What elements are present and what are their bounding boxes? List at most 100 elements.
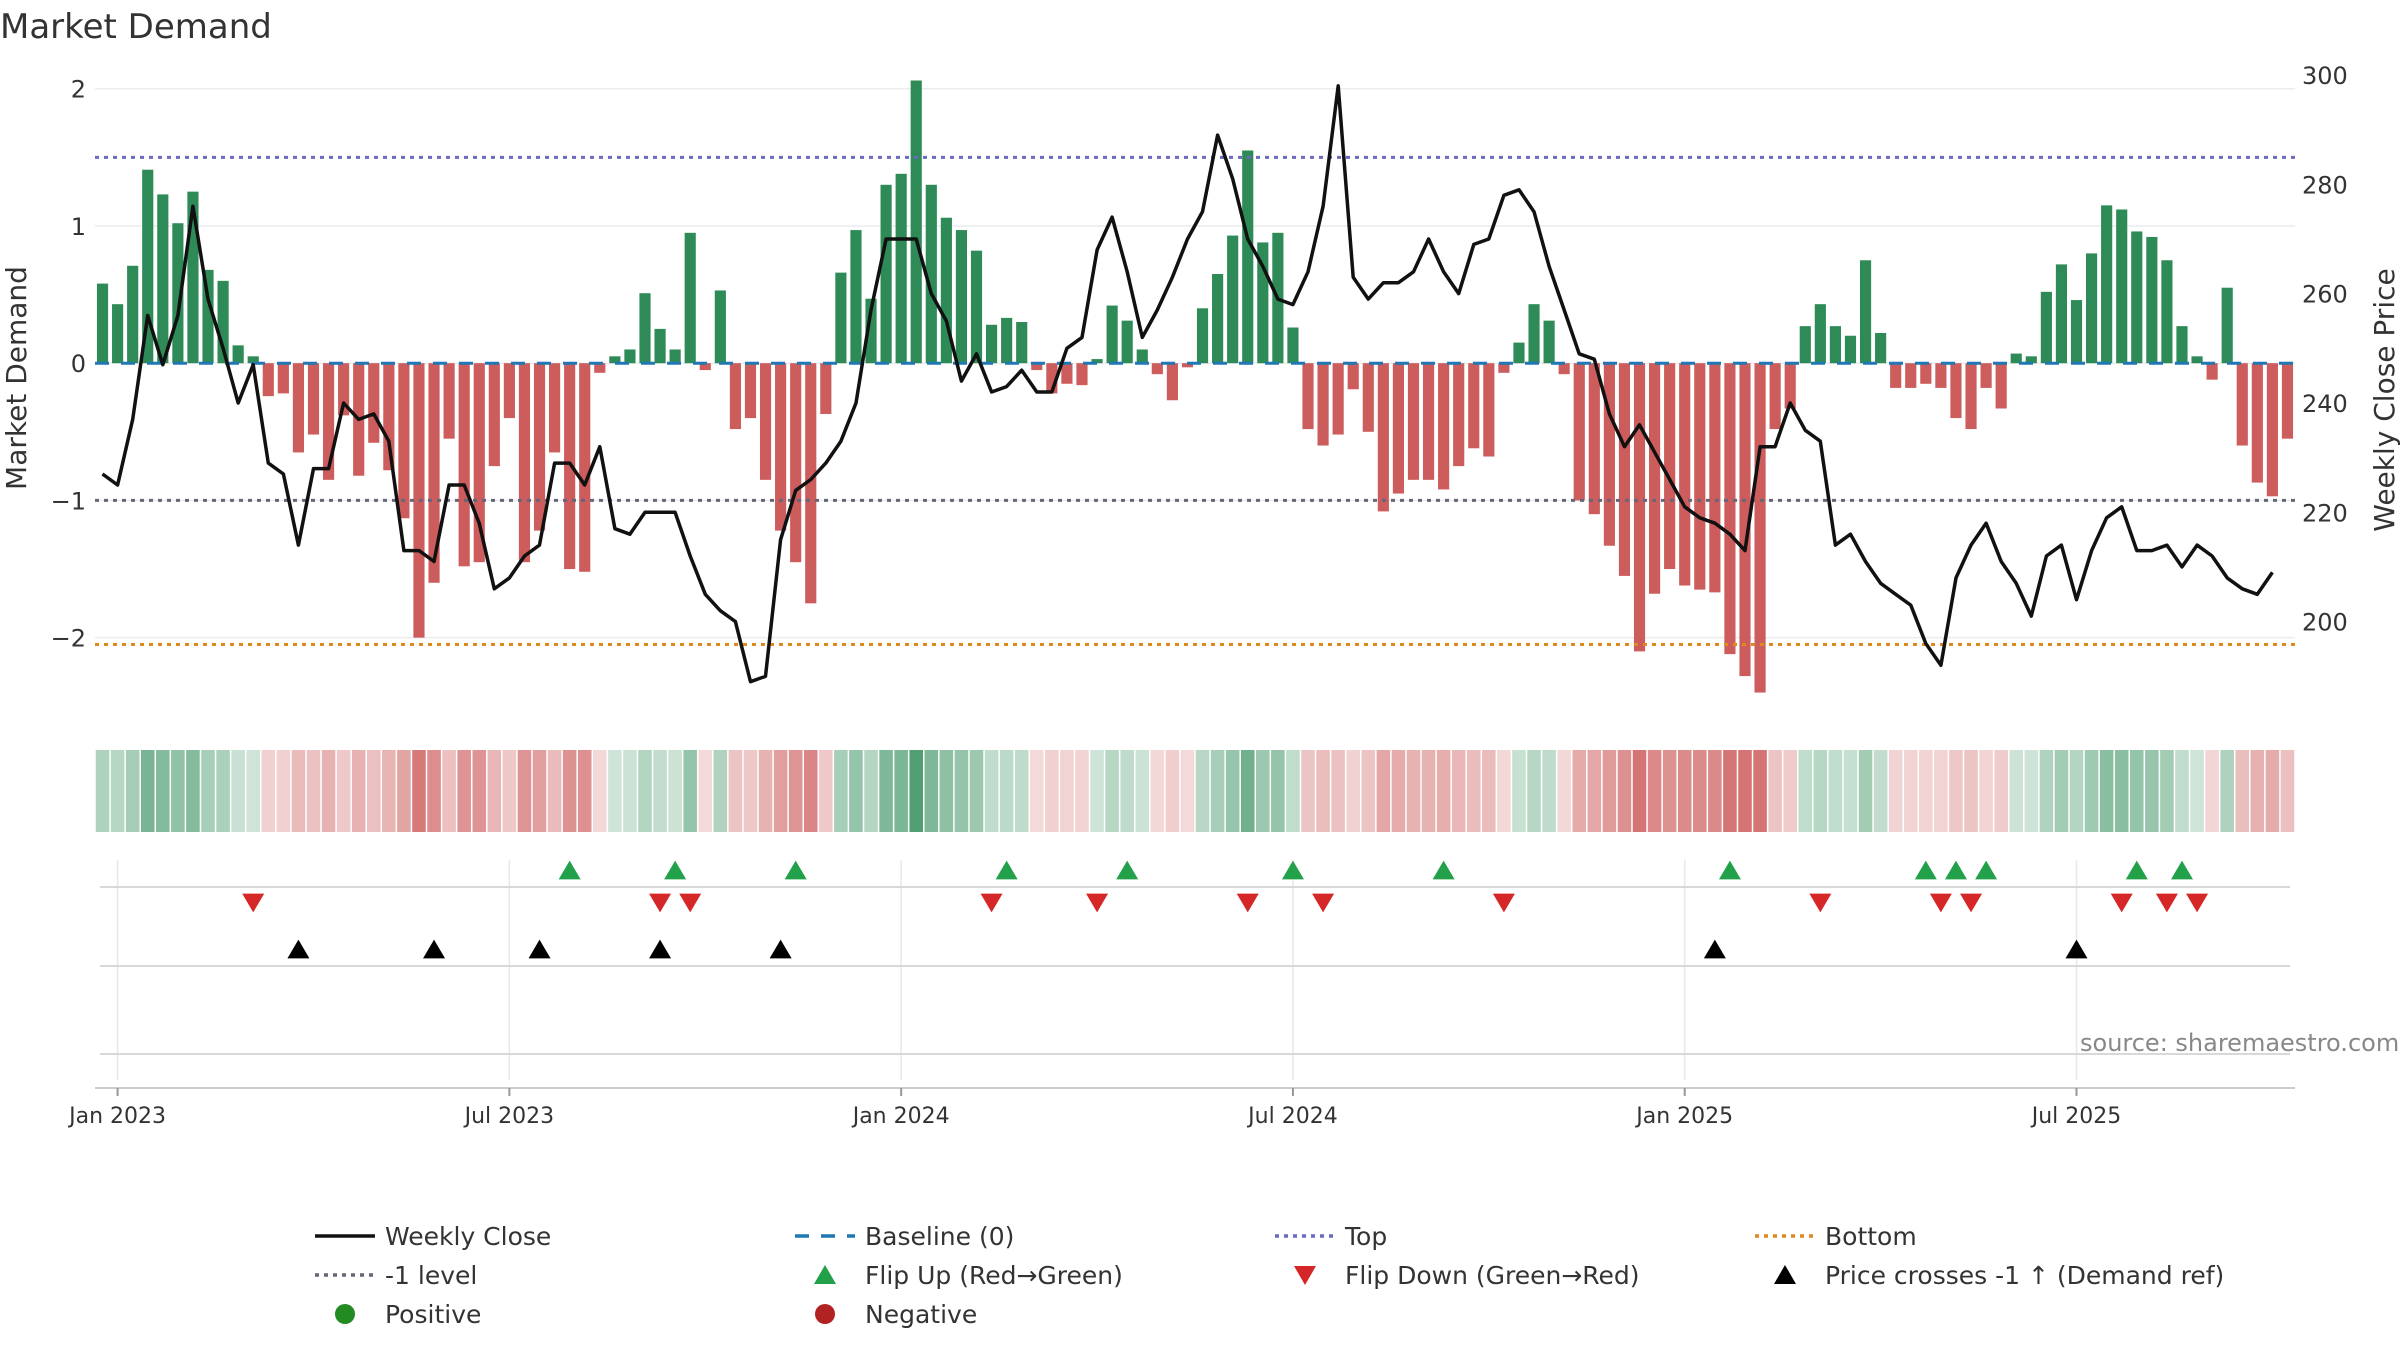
demand-bar: [1212, 273, 1224, 364]
heat-cell: [216, 750, 230, 832]
demand-bar: [1603, 363, 1615, 546]
heat-cell: [1256, 750, 1270, 832]
heat-cell: [954, 750, 969, 832]
demand-bar: [699, 363, 711, 371]
demand-bar: [1016, 322, 1028, 364]
heat-cell: [984, 750, 999, 832]
legend-label: -1 level: [385, 1261, 477, 1290]
demand-bar: [187, 191, 199, 364]
demand-bar: [714, 290, 726, 364]
heat-cell: [1391, 750, 1406, 832]
demand-bar: [1965, 363, 1977, 430]
heat-cell: [713, 750, 728, 832]
demand-bar: [895, 173, 907, 364]
demand-bar: [1362, 363, 1374, 432]
demand-bar: [2281, 363, 2294, 439]
price-cross-marker: [1703, 939, 1726, 959]
y2-tick-label: 260: [2302, 281, 2348, 309]
demand-bar: [1980, 363, 1992, 388]
heat-cell: [427, 750, 441, 832]
price-cross-marker: [769, 939, 792, 959]
heat-cell: [472, 750, 487, 832]
y-tick-label: −2: [51, 625, 86, 653]
y-tick-label: −1: [51, 487, 86, 515]
legend-symbol: [335, 1304, 355, 1324]
legend-label: Flip Down (Green→Red): [1345, 1261, 1640, 1290]
heat-cell: [336, 750, 351, 832]
demand-bar: [2236, 363, 2248, 446]
heat-cell: [819, 750, 833, 832]
heat-cell: [397, 750, 411, 832]
demand-bar: [970, 250, 983, 364]
heat-cell: [1421, 750, 1436, 832]
heat-strip-layer: [95, 750, 2295, 832]
flip-down-marker: [242, 893, 265, 913]
demand-bar: [880, 184, 892, 364]
flip-up-marker: [664, 860, 687, 880]
demand-bar: [157, 194, 169, 364]
x-tick-label: Jan 2025: [1634, 1104, 1733, 1129]
heat-cell: [1376, 750, 1391, 832]
demand-bar: [744, 363, 757, 419]
heat-cell: [1195, 750, 1210, 832]
heat-cell: [1466, 750, 1481, 832]
heat-cell: [1677, 750, 1692, 832]
demand-bar: [1377, 363, 1389, 512]
demand-bar: [202, 269, 214, 364]
demand-bar: [549, 363, 561, 453]
heat-cell: [1602, 750, 1617, 832]
heat-cell: [773, 750, 788, 832]
y-tick-label: 2: [71, 76, 86, 104]
demand-bar: [1950, 363, 1962, 419]
heat-cell: [1979, 750, 1993, 832]
weekly-close-layer: [101, 84, 2274, 684]
flip-up-marker: [1944, 860, 1967, 880]
event-markers-layer: [95, 860, 2295, 1089]
heat-cell: [2265, 750, 2280, 832]
heat-cell: [653, 750, 667, 832]
heat-cell: [1662, 750, 1677, 832]
flip-up-marker: [1718, 860, 1741, 880]
demand-bar: [850, 230, 862, 364]
heat-cell: [1075, 750, 1089, 832]
demand-bar: [1739, 363, 1751, 677]
demand-bar: [820, 363, 832, 414]
heat-cell: [1271, 750, 1285, 832]
demand-bar: [1106, 305, 1118, 364]
heat-cell: [1572, 750, 1587, 832]
heat-cell: [517, 750, 532, 832]
demand-bar: [458, 363, 470, 567]
heat-cell: [532, 750, 547, 832]
legend-item: Bottom: [1755, 1222, 1917, 1251]
y-tick-label: 0: [71, 350, 86, 378]
demand-bar: [262, 363, 274, 397]
heat-cell: [321, 750, 336, 832]
demand-bar: [594, 363, 606, 373]
heat-cell: [1587, 750, 1602, 832]
legend-item: -1 level: [315, 1261, 477, 1290]
demand-bar: [1242, 150, 1254, 364]
heat-cell: [2130, 750, 2144, 832]
flip-down-marker: [1086, 893, 1109, 913]
demand-bar: [1091, 359, 1103, 364]
heat-cell: [1783, 750, 1797, 832]
heat-cell: [2069, 750, 2084, 832]
demand-bar: [1724, 363, 1736, 655]
demand-bar: [1829, 326, 1841, 364]
flip-down-marker: [1929, 893, 1952, 913]
heat-cell: [683, 750, 697, 832]
heat-cell: [1888, 750, 1903, 832]
y2-tick-label: 300: [2302, 62, 2348, 90]
demand-bar: [1558, 363, 1570, 375]
y2-tick-label: 240: [2302, 390, 2348, 418]
legend-label: Price crosses -1 ↑ (Demand ref): [1825, 1261, 2224, 1290]
demand-bar: [2055, 264, 2068, 364]
heat-cell: [668, 750, 682, 832]
flip-down-marker: [2186, 893, 2209, 913]
heat-cell: [2099, 750, 2114, 832]
demand-bar: [1001, 317, 1013, 364]
heat-cell: [442, 750, 456, 832]
heat-cell: [1316, 750, 1330, 832]
flip-down-marker: [2155, 893, 2178, 913]
